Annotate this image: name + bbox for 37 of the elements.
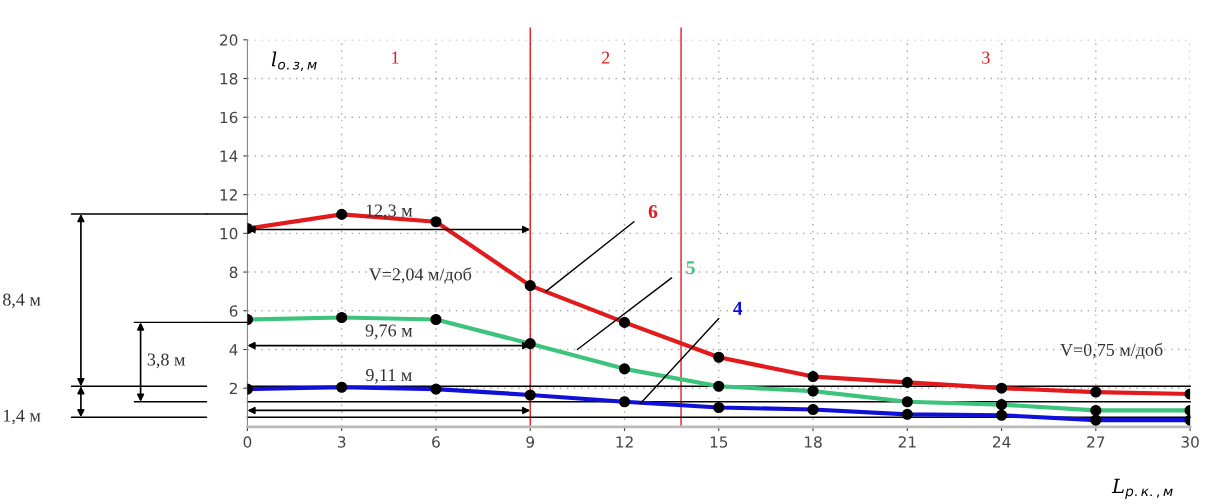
annotation: 12,3 м	[366, 204, 413, 220]
annotation: V=2,04 м/доб	[368, 267, 472, 284]
y-tick-label: 12	[220, 189, 237, 201]
y-tick-label: 18	[220, 72, 238, 85]
annotation: 2	[601, 51, 610, 64]
x-tick-label: 15	[710, 436, 728, 448]
y-tick-label: 14	[220, 150, 238, 162]
y-tick-label: 20	[220, 34, 238, 46]
text: 5	[686, 261, 695, 275]
y-tick-label: 8	[229, 266, 238, 279]
x-tick-label: 9	[526, 436, 535, 448]
y-tick-label: 10	[220, 227, 238, 240]
x-tick-label: 27	[1087, 436, 1105, 448]
x-tick-label: 24	[992, 436, 1011, 448]
annotation: 9,11 м	[365, 368, 412, 384]
y-tick-label: 4	[229, 344, 238, 356]
text: 6	[648, 204, 658, 219]
text: 4	[733, 301, 743, 315]
x-tick-label: 0	[243, 436, 252, 448]
text: 1,4 м	[3, 409, 41, 425]
x-tick-label: 6	[432, 436, 440, 448]
text: 8,4 м	[3, 293, 41, 309]
x-tick-label: 21	[898, 436, 916, 448]
y-axis-title: l$_{о.з,м}$	[271, 51, 317, 71]
annotation: 1	[392, 51, 399, 64]
y-tick-label: 2	[229, 382, 237, 394]
x-tick-label: 12	[616, 436, 633, 448]
annotation: V=0,75 м/доб	[1060, 342, 1163, 360]
annotation: 3	[982, 51, 990, 64]
x-tick-label: 18	[804, 436, 822, 448]
x-tick-label: 30	[1181, 436, 1199, 448]
x-tick-label: 3	[338, 436, 346, 448]
annotation: 9,76 м	[365, 324, 413, 340]
y-tick-label: 6	[229, 305, 238, 317]
x-axis-title: L$_{р.к.,м}$	[1111, 478, 1173, 499]
text: 3,8 м	[147, 353, 185, 369]
y-tick-label: 16	[220, 111, 238, 124]
